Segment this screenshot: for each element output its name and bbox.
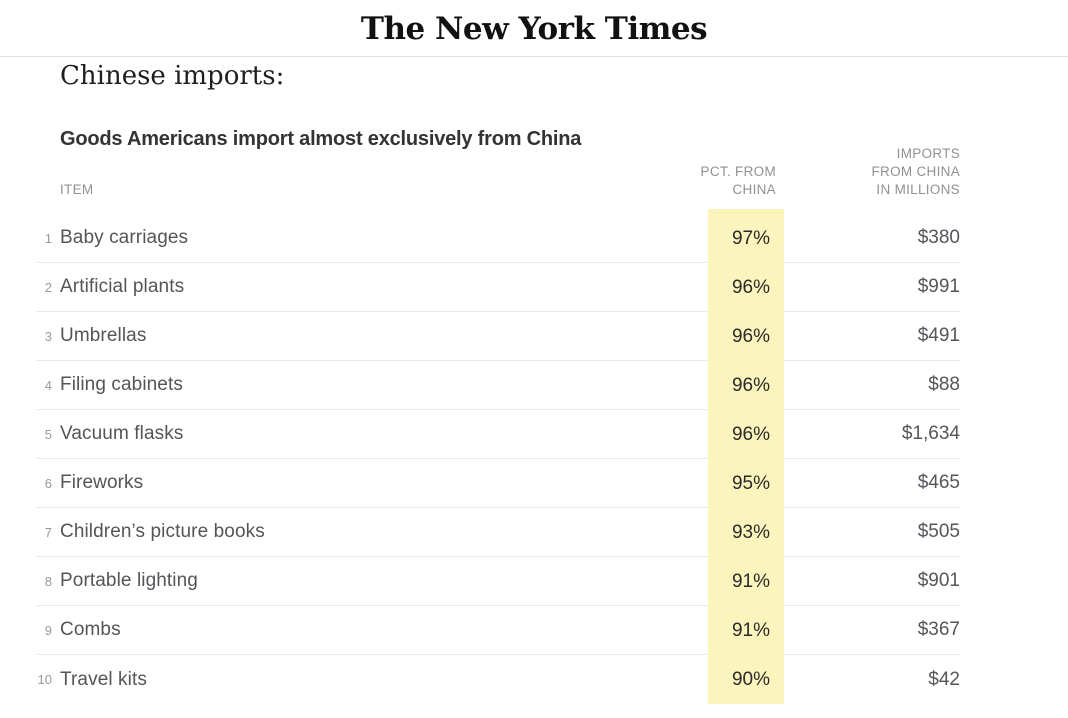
row-imports-value: $1,634 — [784, 410, 960, 459]
row-item-name: Travel kits — [60, 668, 147, 690]
row-imports-value: $991 — [784, 263, 960, 312]
table-rows: 1 Baby carriages 97% $380 2 Artificial p… — [36, 209, 960, 704]
row-imports-value: $88 — [784, 361, 960, 410]
row-item-name: Filing cabinets — [52, 361, 708, 410]
pct-header-line1: PCT. FROM — [700, 164, 776, 179]
row-item-name: Baby carriages — [52, 214, 708, 263]
table-row: 4 Filing cabinets 96% $88 — [36, 361, 960, 410]
table-row: 8 Portable lighting 91% $901 — [36, 557, 960, 606]
row-rank: 5 — [36, 410, 52, 459]
column-header-item: ITEM — [60, 182, 94, 197]
column-header-imports-millions: IMPORTS FROM CHINA IN MILLIONS — [872, 145, 961, 199]
nyt-logo[interactable]: The New York Times — [360, 10, 708, 47]
imports-header-line3: IN MILLIONS — [876, 182, 960, 197]
row-rank: 1 — [36, 214, 52, 263]
table-row: 2 Artificial plants 96% $991 — [36, 263, 960, 312]
table-row: 1 Baby carriages 97% $380 — [36, 209, 960, 263]
row-item-name: Portable lighting — [52, 557, 708, 606]
table-row: 10 Travel kits 90% $42 — [36, 655, 960, 704]
row-imports-value: $42 — [928, 668, 960, 690]
row-rank: 10 — [37, 672, 52, 687]
row-imports-value: $491 — [784, 312, 960, 361]
row-rank: 4 — [36, 361, 52, 410]
article-heading: Chinese imports: — [60, 61, 285, 91]
table-title: Goods Americans import almost exclusivel… — [60, 128, 582, 150]
table-row: 7 Children’s picture books 93% $505 — [36, 508, 960, 557]
row-imports-value: $367 — [784, 606, 960, 655]
row-pct-from-china: 96% — [708, 361, 784, 410]
row-rank: 6 — [36, 459, 52, 508]
row-pct-from-china: 91% — [708, 606, 784, 655]
row-rank: 7 — [36, 508, 52, 557]
row-pct-from-china: 97% — [708, 209, 784, 263]
column-header-pct-from-china: PCT. FROM CHINA — [701, 163, 776, 199]
imports-table: Goods Americans import almost exclusivel… — [36, 128, 960, 704]
row-item-name: Artificial plants — [52, 263, 708, 312]
row-pct-from-china: 96% — [708, 263, 784, 312]
row-pct-from-china: 93% — [708, 508, 784, 557]
table-row: 3 Umbrellas 96% $491 — [36, 312, 960, 361]
row-imports-value: $465 — [784, 459, 960, 508]
imports-header-line2: FROM CHINA — [871, 164, 960, 179]
row-item-name: Umbrellas — [52, 312, 708, 361]
row-pct-from-china: 91% — [708, 557, 784, 606]
row-rank: 9 — [36, 606, 52, 655]
row-rank: 3 — [36, 312, 52, 361]
row-rank: 8 — [36, 557, 52, 606]
row-pct-from-china: 95% — [708, 459, 784, 508]
table-row: 6 Fireworks 95% $465 — [36, 459, 960, 508]
row-pct-from-china: 90% — [708, 655, 784, 704]
masthead: The New York Times — [0, 0, 1068, 57]
row-imports-value: $505 — [784, 508, 960, 557]
row-item-name: Fireworks — [52, 459, 708, 508]
row-imports-value: $380 — [784, 214, 960, 263]
row-imports-value: $901 — [784, 557, 960, 606]
imports-header-line1: IMPORTS — [896, 146, 960, 161]
row-item-name: Combs — [52, 606, 708, 655]
row-pct-from-china: 96% — [708, 312, 784, 361]
table-row: 5 Vacuum flasks 96% $1,634 — [36, 410, 960, 459]
row-rank: 2 — [36, 263, 52, 312]
table-header-area: Goods Americans import almost exclusivel… — [36, 128, 960, 199]
row-item-name: Children’s picture books — [52, 508, 708, 557]
row-pct-from-china: 96% — [708, 410, 784, 459]
row-item-name: Vacuum flasks — [52, 410, 708, 459]
pct-header-line2: CHINA — [732, 182, 776, 197]
table-row: 9 Combs 91% $367 — [36, 606, 960, 655]
